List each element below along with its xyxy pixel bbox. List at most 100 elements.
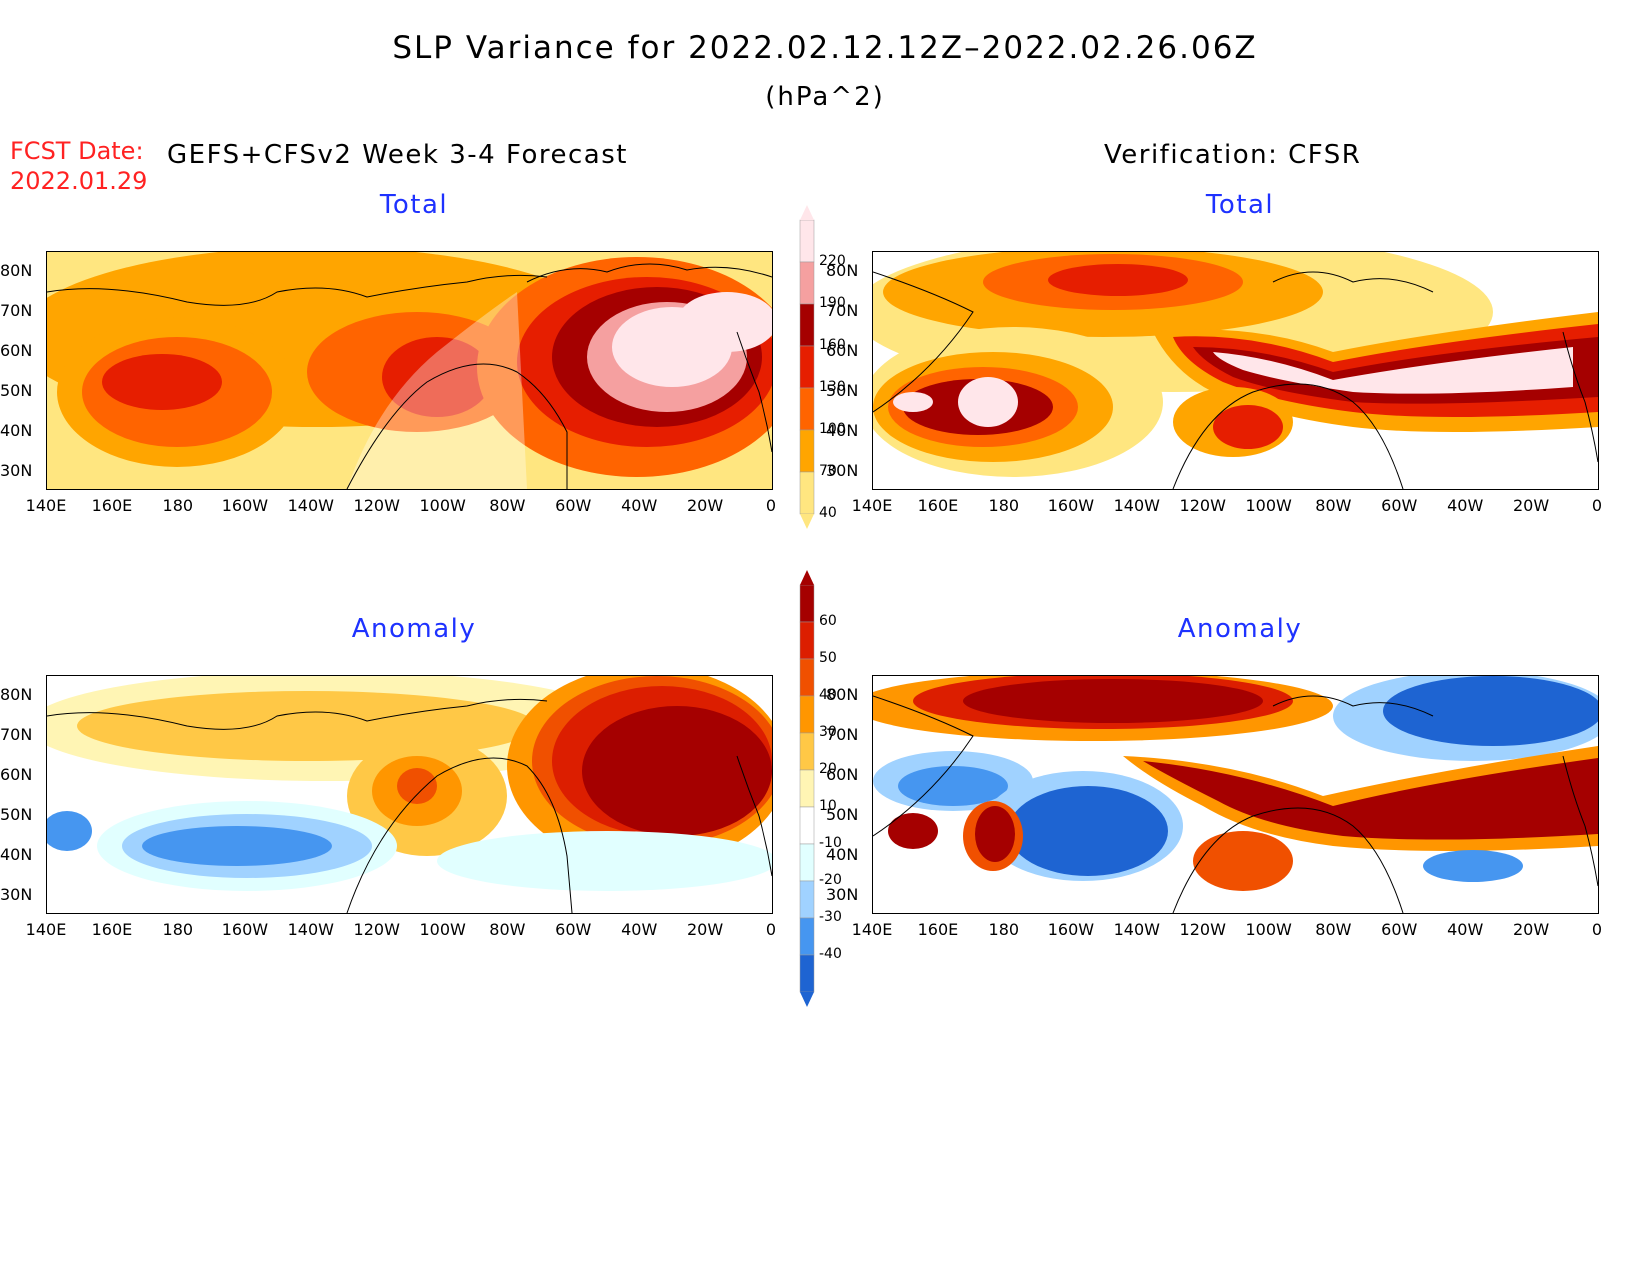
colorbar-tick-label: 40 xyxy=(819,505,837,521)
lon-tick-label: 60W xyxy=(555,496,592,515)
forecast-date-caption: FCST Date: xyxy=(10,137,144,165)
map-verification-anomaly xyxy=(872,675,1599,914)
verification-heading: Verification: CFSR xyxy=(1104,140,1362,170)
lon-tick-label: 160W xyxy=(221,920,269,939)
lon-tick-label: 120W xyxy=(1179,496,1226,515)
map-verification-total xyxy=(872,251,1599,490)
colorbar-tick-label: 30 xyxy=(819,724,837,740)
map-verification-total-svg xyxy=(873,252,1598,489)
lon-tick-label: 80W xyxy=(1315,496,1352,515)
lon-tick-label: 80W xyxy=(489,496,526,515)
colorbar-swatch xyxy=(799,219,815,263)
colorbar-swatch xyxy=(799,917,815,956)
forecast-heading: GEFS+CFSv2 Week 3-4 Forecast xyxy=(167,140,628,170)
lat-tick-label: 30N xyxy=(826,461,859,480)
lon-tick-label: 60W xyxy=(1381,496,1418,515)
lon-tick-label: 120W xyxy=(1179,920,1226,939)
colorbar-swatch xyxy=(799,345,815,389)
lon-tick-label: 180 xyxy=(988,920,1020,939)
lon-tick-label: 160W xyxy=(1047,496,1095,515)
colorbar-swatch xyxy=(799,695,815,734)
colorbar-swatch xyxy=(799,954,815,993)
lon-tick-label: 0 xyxy=(1591,920,1603,939)
lat-tick-label: 80N xyxy=(0,685,33,704)
colorbar-tick-label: 40 xyxy=(819,687,837,703)
colorbar-tick-label: 50 xyxy=(819,650,837,666)
lat-tick-label: 30N xyxy=(826,885,859,904)
lat-tick-label: 40N xyxy=(826,845,859,864)
lon-tick-label: 100W xyxy=(419,496,466,515)
lon-tick-label: 160E xyxy=(91,496,133,515)
lon-tick-label: 160E xyxy=(91,920,133,939)
lat-tick-label: 50N xyxy=(0,381,33,400)
colorbar-tick-label: 20 xyxy=(819,761,837,777)
lat-tick-label: 60N xyxy=(826,341,859,360)
colorbar-tick-label: -10 xyxy=(819,835,842,851)
lat-tick-label: 80N xyxy=(826,685,859,704)
colorbar-tick-label: 190 xyxy=(819,295,846,311)
lon-tick-label: 60W xyxy=(555,920,592,939)
lon-tick-label: 140W xyxy=(287,920,334,939)
lon-tick-label: 160E xyxy=(917,920,959,939)
colorbar-swatch xyxy=(799,584,815,623)
lat-tick-label: 70N xyxy=(0,725,33,744)
colorbar-tick-label: 130 xyxy=(819,379,846,395)
figure-title: SLP Variance for 2022.02.12.12Z–2022.02.… xyxy=(392,30,1258,66)
lon-tick-label: 140E xyxy=(851,920,893,939)
lat-tick-label: 70N xyxy=(0,301,33,320)
colorbar-swatch xyxy=(799,880,815,919)
lon-tick-label: 180 xyxy=(988,496,1020,515)
colorbar-swatch xyxy=(799,806,815,845)
colorbar-swatch xyxy=(799,658,815,697)
verification-total-title: Total xyxy=(1205,190,1275,220)
colorbar-swatch xyxy=(799,843,815,882)
colorbar-tick-label: 100 xyxy=(819,421,846,437)
lon-tick-label: 0 xyxy=(765,920,777,939)
lat-tick-label: 70N xyxy=(826,301,859,320)
lon-tick-label: 140E xyxy=(25,496,67,515)
lon-tick-label: 140W xyxy=(1113,496,1160,515)
colorbar-tick-label: -20 xyxy=(819,872,842,888)
colorbar-swatch xyxy=(799,429,815,473)
lat-tick-label: 50N xyxy=(826,381,859,400)
lon-tick-label: 80W xyxy=(489,920,526,939)
lon-tick-label: 20W xyxy=(1512,920,1550,939)
lon-tick-label: 20W xyxy=(686,920,724,939)
lat-tick-label: 30N xyxy=(0,885,33,904)
forecast-date-label: FCST Date: 2022.01.29 xyxy=(10,136,147,196)
colorbar-arrow-top xyxy=(800,205,814,220)
colorbar-arrow-bottom xyxy=(800,992,814,1007)
colorbar-tick-label: -40 xyxy=(819,946,842,962)
colorbar-swatch xyxy=(799,303,815,347)
lat-tick-label: 40N xyxy=(0,845,33,864)
lon-tick-label: 100W xyxy=(1245,920,1292,939)
forecast-date-value: 2022.01.29 xyxy=(10,167,148,195)
lon-tick-label: 100W xyxy=(419,920,466,939)
lon-tick-label: 140W xyxy=(1113,920,1160,939)
colorbar-tick-label: 70 xyxy=(819,463,837,479)
colorbar-swatch xyxy=(799,621,815,660)
map-forecast-total xyxy=(46,251,773,490)
map-verification-anomaly-svg xyxy=(873,676,1598,913)
lon-tick-label: 0 xyxy=(1591,496,1603,515)
colorbar-tick-label: 10 xyxy=(819,798,837,814)
forecast-total-title: Total xyxy=(379,190,449,220)
lon-tick-label: 160W xyxy=(221,496,269,515)
map-forecast-anomaly xyxy=(46,675,773,914)
lon-tick-label: 0 xyxy=(765,496,777,515)
lat-tick-label: 80N xyxy=(0,261,33,280)
lon-tick-label: 80W xyxy=(1315,920,1352,939)
colorbar-anomaly xyxy=(799,570,815,1007)
lat-tick-label: 60N xyxy=(826,765,859,784)
lon-tick-label: 60W xyxy=(1381,920,1418,939)
colorbar-swatch xyxy=(799,387,815,431)
colorbar-swatch xyxy=(799,261,815,305)
lon-tick-label: 40W xyxy=(621,920,658,939)
map-forecast-anomaly-svg xyxy=(47,676,772,913)
lon-tick-label: 160W xyxy=(1047,920,1095,939)
colorbar-swatch xyxy=(799,732,815,771)
lon-tick-label: 140E xyxy=(851,496,893,515)
colorbar-tick-label: 160 xyxy=(819,337,846,353)
colorbar-arrow-bottom xyxy=(800,514,814,529)
lon-tick-label: 40W xyxy=(1447,920,1484,939)
